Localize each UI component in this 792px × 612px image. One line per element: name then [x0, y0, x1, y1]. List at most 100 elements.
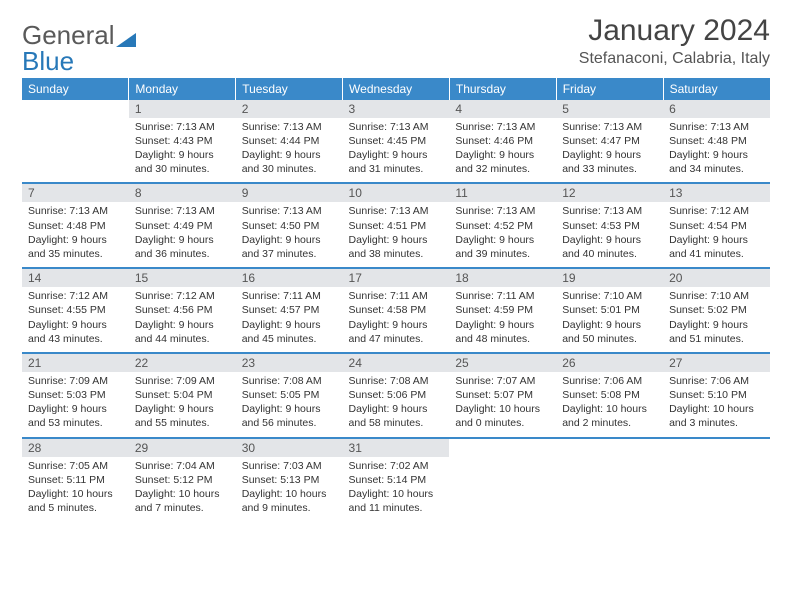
daylight-text: Daylight: 10 hours and 3 minutes.: [669, 402, 764, 430]
day-number: 17: [343, 269, 450, 287]
day-number: 24: [343, 354, 450, 372]
sunset-text: Sunset: 4:48 PM: [669, 134, 764, 148]
day-detail: Sunrise: 7:12 AMSunset: 4:55 PMDaylight:…: [22, 287, 129, 352]
day-number: 29: [129, 439, 236, 457]
daylight-text: Daylight: 9 hours and 43 minutes.: [28, 318, 123, 346]
day-number: [663, 439, 770, 457]
header: GeneralBlue January 2024 Stefanaconi, Ca…: [22, 14, 770, 72]
day-number: 7: [22, 184, 129, 202]
day-number: 23: [236, 354, 343, 372]
daylight-text: Daylight: 9 hours and 31 minutes.: [349, 148, 444, 176]
day-number: [449, 439, 556, 457]
day-number: 3: [343, 100, 450, 118]
sunset-text: Sunset: 4:54 PM: [669, 219, 764, 233]
sunset-text: Sunset: 5:11 PM: [28, 473, 123, 487]
day-cell: 8Sunrise: 7:13 AMSunset: 4:49 PMDaylight…: [129, 183, 236, 268]
daylight-text: Daylight: 9 hours and 35 minutes.: [28, 233, 123, 261]
sunrise-text: Sunrise: 7:13 AM: [455, 204, 550, 218]
daylight-text: Daylight: 9 hours and 58 minutes.: [349, 402, 444, 430]
location: Stefanaconi, Calabria, Italy: [579, 50, 770, 68]
day-detail: Sunrise: 7:11 AMSunset: 4:58 PMDaylight:…: [343, 287, 450, 352]
sunrise-text: Sunrise: 7:08 AM: [242, 374, 337, 388]
day-detail: [449, 457, 556, 515]
week-row: 1Sunrise: 7:13 AMSunset: 4:43 PMDaylight…: [22, 100, 770, 184]
col-sunday: Sunday: [22, 78, 129, 100]
sunset-text: Sunset: 4:43 PM: [135, 134, 230, 148]
sunrise-text: Sunrise: 7:13 AM: [349, 204, 444, 218]
daylight-text: Daylight: 10 hours and 11 minutes.: [349, 487, 444, 515]
sunrise-text: Sunrise: 7:11 AM: [242, 289, 337, 303]
daylight-text: Daylight: 9 hours and 41 minutes.: [669, 233, 764, 261]
day-number: 21: [22, 354, 129, 372]
sunrise-text: Sunrise: 7:13 AM: [135, 204, 230, 218]
sunset-text: Sunset: 5:05 PM: [242, 388, 337, 402]
day-detail: Sunrise: 7:13 AMSunset: 4:46 PMDaylight:…: [449, 118, 556, 183]
day-cell: 5Sunrise: 7:13 AMSunset: 4:47 PMDaylight…: [556, 100, 663, 184]
calendar-table: Sunday Monday Tuesday Wednesday Thursday…: [22, 78, 770, 521]
sunset-text: Sunset: 4:53 PM: [562, 219, 657, 233]
daylight-text: Daylight: 9 hours and 40 minutes.: [562, 233, 657, 261]
day-detail: Sunrise: 7:13 AMSunset: 4:51 PMDaylight:…: [343, 202, 450, 267]
daylight-text: Daylight: 9 hours and 36 minutes.: [135, 233, 230, 261]
day-cell: 23Sunrise: 7:08 AMSunset: 5:05 PMDayligh…: [236, 353, 343, 438]
day-cell: 12Sunrise: 7:13 AMSunset: 4:53 PMDayligh…: [556, 183, 663, 268]
day-cell: 28Sunrise: 7:05 AMSunset: 5:11 PMDayligh…: [22, 438, 129, 522]
daylight-text: Daylight: 10 hours and 5 minutes.: [28, 487, 123, 515]
day-cell: 6Sunrise: 7:13 AMSunset: 4:48 PMDaylight…: [663, 100, 770, 184]
col-tuesday: Tuesday: [236, 78, 343, 100]
sunrise-text: Sunrise: 7:09 AM: [28, 374, 123, 388]
day-detail: [663, 457, 770, 515]
day-number: 16: [236, 269, 343, 287]
daylight-text: Daylight: 9 hours and 37 minutes.: [242, 233, 337, 261]
day-cell: [663, 438, 770, 522]
day-detail: [556, 457, 663, 515]
day-number: 6: [663, 100, 770, 118]
sunrise-text: Sunrise: 7:12 AM: [135, 289, 230, 303]
week-row: 28Sunrise: 7:05 AMSunset: 5:11 PMDayligh…: [22, 438, 770, 522]
sunset-text: Sunset: 4:47 PM: [562, 134, 657, 148]
day-cell: 24Sunrise: 7:08 AMSunset: 5:06 PMDayligh…: [343, 353, 450, 438]
sunset-text: Sunset: 4:44 PM: [242, 134, 337, 148]
day-detail: Sunrise: 7:12 AMSunset: 4:56 PMDaylight:…: [129, 287, 236, 352]
day-cell: 7Sunrise: 7:13 AMSunset: 4:48 PMDaylight…: [22, 183, 129, 268]
day-detail: Sunrise: 7:13 AMSunset: 4:50 PMDaylight:…: [236, 202, 343, 267]
sunrise-text: Sunrise: 7:03 AM: [242, 459, 337, 473]
day-number: [556, 439, 663, 457]
day-detail: Sunrise: 7:13 AMSunset: 4:49 PMDaylight:…: [129, 202, 236, 267]
daylight-text: Daylight: 9 hours and 45 minutes.: [242, 318, 337, 346]
sunset-text: Sunset: 5:04 PM: [135, 388, 230, 402]
brand-mark-icon: [116, 31, 136, 47]
sunrise-text: Sunrise: 7:08 AM: [349, 374, 444, 388]
day-detail: Sunrise: 7:12 AMSunset: 4:54 PMDaylight:…: [663, 202, 770, 267]
day-cell: 26Sunrise: 7:06 AMSunset: 5:08 PMDayligh…: [556, 353, 663, 438]
day-detail: Sunrise: 7:02 AMSunset: 5:14 PMDaylight:…: [343, 457, 450, 522]
day-detail: [22, 118, 129, 176]
day-cell: 21Sunrise: 7:09 AMSunset: 5:03 PMDayligh…: [22, 353, 129, 438]
day-cell: [449, 438, 556, 522]
day-cell: 2Sunrise: 7:13 AMSunset: 4:44 PMDaylight…: [236, 100, 343, 184]
day-number: 18: [449, 269, 556, 287]
day-detail: Sunrise: 7:09 AMSunset: 5:03 PMDaylight:…: [22, 372, 129, 437]
day-cell: 19Sunrise: 7:10 AMSunset: 5:01 PMDayligh…: [556, 268, 663, 353]
daylight-text: Daylight: 10 hours and 0 minutes.: [455, 402, 550, 430]
sunrise-text: Sunrise: 7:13 AM: [562, 120, 657, 134]
sunset-text: Sunset: 5:06 PM: [349, 388, 444, 402]
day-number: 27: [663, 354, 770, 372]
week-row: 21Sunrise: 7:09 AMSunset: 5:03 PMDayligh…: [22, 353, 770, 438]
daylight-text: Daylight: 10 hours and 9 minutes.: [242, 487, 337, 515]
sunset-text: Sunset: 4:59 PM: [455, 303, 550, 317]
sunset-text: Sunset: 4:49 PM: [135, 219, 230, 233]
day-cell: 16Sunrise: 7:11 AMSunset: 4:57 PMDayligh…: [236, 268, 343, 353]
day-number: 11: [449, 184, 556, 202]
day-cell: 31Sunrise: 7:02 AMSunset: 5:14 PMDayligh…: [343, 438, 450, 522]
sunrise-text: Sunrise: 7:02 AM: [349, 459, 444, 473]
day-cell: 22Sunrise: 7:09 AMSunset: 5:04 PMDayligh…: [129, 353, 236, 438]
daylight-text: Daylight: 10 hours and 7 minutes.: [135, 487, 230, 515]
sunset-text: Sunset: 4:45 PM: [349, 134, 444, 148]
day-detail: Sunrise: 7:13 AMSunset: 4:52 PMDaylight:…: [449, 202, 556, 267]
day-detail: Sunrise: 7:08 AMSunset: 5:06 PMDaylight:…: [343, 372, 450, 437]
daylight-text: Daylight: 9 hours and 39 minutes.: [455, 233, 550, 261]
day-detail: Sunrise: 7:06 AMSunset: 5:10 PMDaylight:…: [663, 372, 770, 437]
day-cell: 9Sunrise: 7:13 AMSunset: 4:50 PMDaylight…: [236, 183, 343, 268]
sunset-text: Sunset: 5:03 PM: [28, 388, 123, 402]
